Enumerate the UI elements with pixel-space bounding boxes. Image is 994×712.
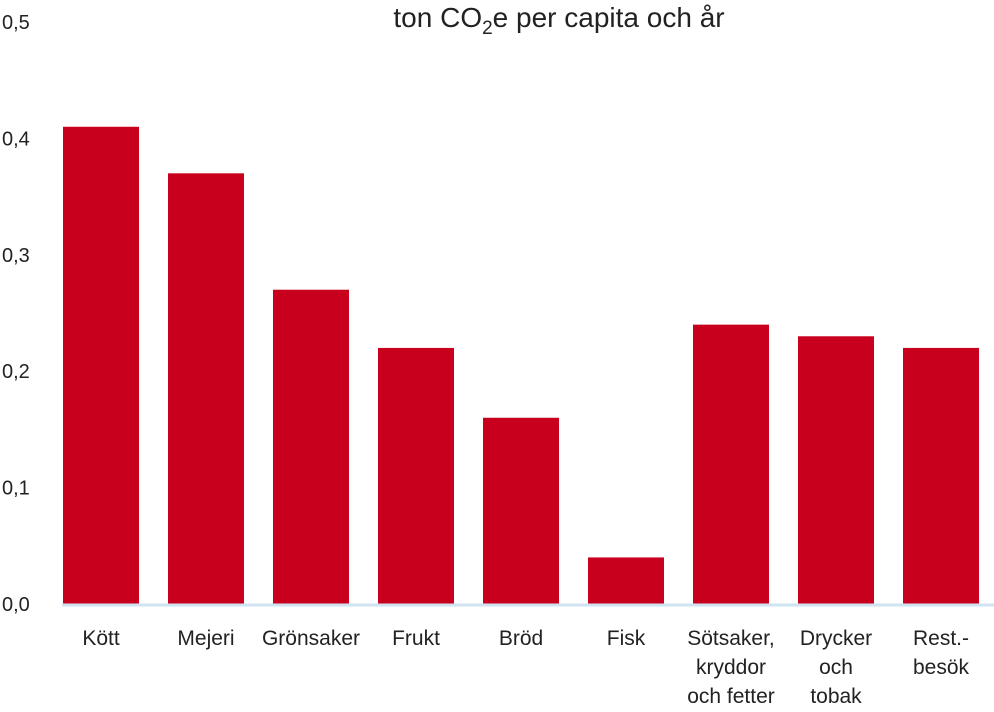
x-category-label-line: Bröd <box>499 627 543 650</box>
x-category-label-line: tobak <box>810 685 862 708</box>
x-category-label-line: Sötsaker, <box>687 627 775 650</box>
bars <box>63 126 979 604</box>
y-tick-label: 0,5 <box>2 12 30 34</box>
x-category-label-line: Drycker <box>800 627 872 650</box>
x-category-label-line: Fisk <box>607 627 646 650</box>
x-category-label-line: och <box>819 656 853 679</box>
bar <box>483 417 559 604</box>
bar <box>273 289 349 604</box>
y-tick-label: 0,2 <box>2 361 30 383</box>
x-category-label: Kött <box>82 627 120 650</box>
x-category-label: Sötsaker, kryddor och fetter <box>687 627 775 708</box>
x-category-label: Mejeri <box>177 627 234 650</box>
x-category-label: Fisk <box>607 627 646 650</box>
x-axis-labels: Kött Mejeri Grönsaker Frukt Bröd Fisk Sötsaker… <box>82 627 969 708</box>
y-tick-label: 0,3 <box>2 245 30 267</box>
bar <box>693 324 769 604</box>
x-category-label: Rest.- besök <box>913 627 970 679</box>
x-category-label-line: Kött <box>82 627 120 650</box>
x-category-label-line: kryddor <box>696 656 766 679</box>
bar <box>378 347 454 604</box>
y-axis-ticks: 0,0 0,1 0,2 0,3 0,4 0,5 <box>2 12 30 616</box>
chart-title: ton CO2e per capita och år <box>393 2 724 39</box>
title-post: e per capita och år <box>493 2 725 33</box>
y-tick-label: 0,1 <box>2 478 30 500</box>
x-category-label: Drycker och tobak <box>800 627 872 708</box>
y-tick-label: 0,0 <box>2 594 30 616</box>
y-tick-label: 0,4 <box>2 128 30 150</box>
x-category-label: Bröd <box>499 627 543 650</box>
x-category-label-line: Grönsaker <box>262 627 360 650</box>
x-category-label-line: Rest.- <box>913 627 969 650</box>
bar <box>168 173 244 604</box>
bar <box>903 347 979 604</box>
bar <box>798 336 874 604</box>
title-subscript: 2 <box>482 18 493 39</box>
x-category-label: Frukt <box>392 627 440 650</box>
x-category-label-line: Frukt <box>392 627 440 650</box>
x-category-label: Grönsaker <box>262 627 360 650</box>
bar <box>63 126 139 604</box>
bar <box>588 557 664 604</box>
title-pre: ton CO <box>393 2 482 33</box>
x-category-label-line: Mejeri <box>177 627 234 650</box>
x-category-label-line: besök <box>913 656 970 679</box>
x-category-label-line: och fetter <box>687 685 775 708</box>
